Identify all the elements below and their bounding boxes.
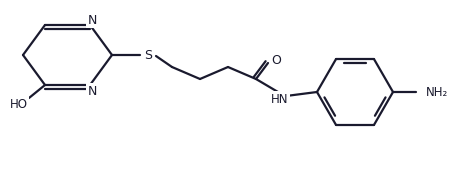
Text: HN: HN [271,92,288,105]
Text: N: N [87,14,96,26]
Text: NH₂: NH₂ [425,85,447,98]
Text: HO: HO [10,97,28,110]
Text: S: S [144,48,151,61]
Text: O: O [270,53,280,66]
Text: N: N [87,85,96,97]
